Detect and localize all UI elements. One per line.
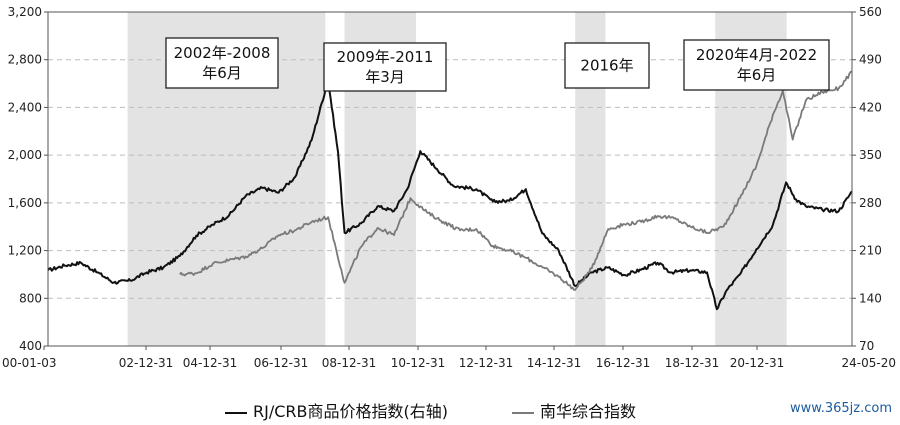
x-tick-label: 08-12-31 bbox=[322, 356, 376, 370]
series-line-0 bbox=[47, 79, 853, 311]
period-labels: 2002年-2008 年6月 2009年-2011 年3月 2016年 2020年4月-2… bbox=[165, 37, 830, 92]
period-label-3-0: 2020年4月-2022 bbox=[696, 46, 817, 64]
x-axis: 00-01-03 02-12-31 04-12-31 06-12-31 08-12-31… bbox=[2, 346, 896, 370]
period-label-0-0: 2002年-2008 bbox=[174, 44, 271, 62]
left-tick-label: 400 bbox=[19, 339, 42, 353]
period-label-1-0: 2009年-2011 bbox=[337, 48, 434, 66]
plot-frame bbox=[47, 11, 853, 347]
period-label-0-1: 年6月 bbox=[202, 64, 242, 82]
x-tick-label: 00-01-03 bbox=[2, 356, 56, 370]
right-tick-label: 560 bbox=[859, 5, 882, 19]
left-tick-label: 1,600 bbox=[8, 196, 42, 210]
right-tick-label: 280 bbox=[859, 196, 882, 210]
left-tick-label: 2,000 bbox=[8, 148, 42, 162]
watermark: www.365jz.com bbox=[790, 401, 892, 416]
right-axis: 70 140 210 280 350 420 490 560 bbox=[852, 5, 882, 353]
x-tick-label: 04-12-31 bbox=[183, 356, 237, 370]
left-tick-label: 1,200 bbox=[8, 244, 42, 258]
series-line-1 bbox=[179, 70, 853, 291]
left-tick-label: 2,800 bbox=[8, 53, 42, 67]
right-tick-label: 210 bbox=[859, 244, 882, 258]
period-label-3-1: 年6月 bbox=[737, 66, 777, 84]
right-tick-label: 350 bbox=[859, 148, 882, 162]
x-tick-label: 14-12-31 bbox=[527, 356, 581, 370]
legend-label-rjcrb: RJ/CRB商品价格指数(右轴) bbox=[253, 402, 448, 421]
left-tick-label: 3,200 bbox=[8, 5, 42, 19]
legend-swatch-nanhua bbox=[512, 411, 534, 414]
period-box-2 bbox=[564, 42, 650, 89]
period-box-3 bbox=[683, 39, 830, 91]
right-tick-label: 140 bbox=[859, 291, 882, 305]
series-lines bbox=[47, 70, 853, 311]
right-tick-label: 70 bbox=[859, 339, 874, 353]
x-tick-label: 20-12-31 bbox=[730, 356, 784, 370]
x-tick-label: 24-05-20 bbox=[842, 356, 896, 370]
left-tick-label: 2,400 bbox=[8, 100, 42, 114]
x-tick-label: 10-12-31 bbox=[391, 356, 445, 370]
legend-item-nanhua: 南华综合指数 bbox=[512, 398, 636, 422]
legend-swatch-rjcrb bbox=[225, 411, 247, 414]
x-tick-label: 16-12-31 bbox=[596, 356, 650, 370]
chart: 400 800 1,200 1,600 2,000 2,400 2,800 3,200 70 1… bbox=[2, 5, 896, 370]
period-box-0 bbox=[165, 37, 279, 89]
x-tick-label: 18-12-31 bbox=[665, 356, 719, 370]
left-tick-label: 800 bbox=[19, 291, 42, 305]
legend-label-nanhua: 南华综合指数 bbox=[540, 402, 637, 421]
period-label-1-1: 年3月 bbox=[365, 68, 405, 86]
legend-item-rjcrb: RJ/CRB商品价格指数(右轴) bbox=[225, 398, 448, 422]
x-tick-label: 06-12-31 bbox=[254, 356, 308, 370]
right-tick-label: 420 bbox=[859, 100, 882, 114]
period-box-1 bbox=[323, 42, 447, 92]
period-label-2-0: 2016年 bbox=[580, 57, 633, 75]
x-tick-label: 12-12-31 bbox=[459, 356, 513, 370]
plot-border bbox=[47, 11, 853, 347]
x-tick-label: 02-12-31 bbox=[119, 356, 173, 370]
left-axis: 400 800 1,200 1,600 2,000 2,400 2,800 3,200 bbox=[8, 5, 48, 353]
right-tick-label: 490 bbox=[859, 53, 882, 67]
legend: RJ/CRB商品价格指数(右轴) 南华综合指数 bbox=[0, 398, 900, 422]
